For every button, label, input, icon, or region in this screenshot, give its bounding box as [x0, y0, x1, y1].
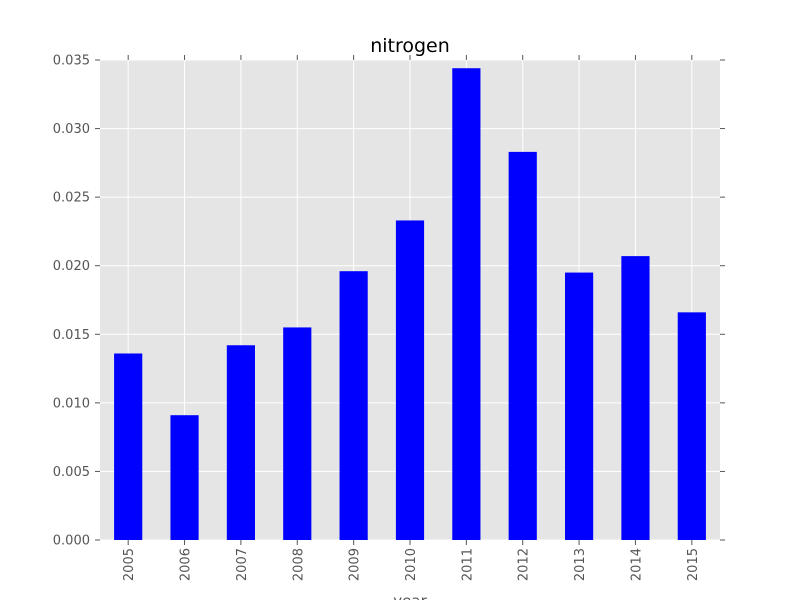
x-tick-label: 2005	[122, 548, 137, 581]
bar-2006	[170, 415, 199, 540]
x-tick-label: 2009	[348, 548, 363, 581]
x-tick-label: 2011	[460, 548, 475, 581]
bar-2015	[677, 312, 706, 540]
x-tick-label: 2007	[235, 548, 250, 581]
x-tick-labels: 2005 2006 2007 2008 2009 2010 2011 2012 2013 2014…	[122, 548, 701, 581]
y-tick-label: 0.005	[53, 465, 90, 480]
bar-2014	[621, 256, 650, 540]
bar-2011	[452, 68, 481, 540]
bar-2013	[565, 272, 594, 540]
bar-2008	[283, 327, 312, 540]
bar-2009	[339, 271, 368, 540]
bar-2005	[114, 353, 143, 540]
x-tick-label: 2015	[686, 548, 701, 581]
x-tick-label: 2010	[404, 548, 419, 581]
x-axis-label: year	[393, 592, 427, 600]
bar-2007	[226, 345, 255, 540]
y-tick-label: 0.030	[53, 122, 90, 137]
y-tick-labels: 0.000 0.005 0.010 0.015 0.020 0.025 0.030 0.035	[53, 54, 90, 549]
y-tick-label: 0.020	[53, 259, 90, 274]
bar-2010	[395, 220, 425, 540]
axis-ticks	[95, 55, 725, 545]
chart-title: nitrogen	[370, 35, 450, 57]
x-tick-label: 2012	[517, 548, 532, 581]
bar-2012	[508, 151, 537, 540]
x-tick-label: 2013	[573, 548, 588, 581]
x-tick-label: 2014	[629, 548, 644, 581]
bars	[114, 68, 706, 540]
y-tick-label: 0.035	[53, 54, 90, 69]
x-tick-label: 2006	[179, 548, 194, 581]
y-tick-label: 0.010	[53, 396, 90, 411]
y-tick-label: 0.000	[53, 534, 90, 549]
x-tick-label: 2008	[291, 548, 306, 581]
y-tick-label: 0.015	[53, 328, 90, 343]
y-tick-label: 0.025	[53, 191, 90, 206]
